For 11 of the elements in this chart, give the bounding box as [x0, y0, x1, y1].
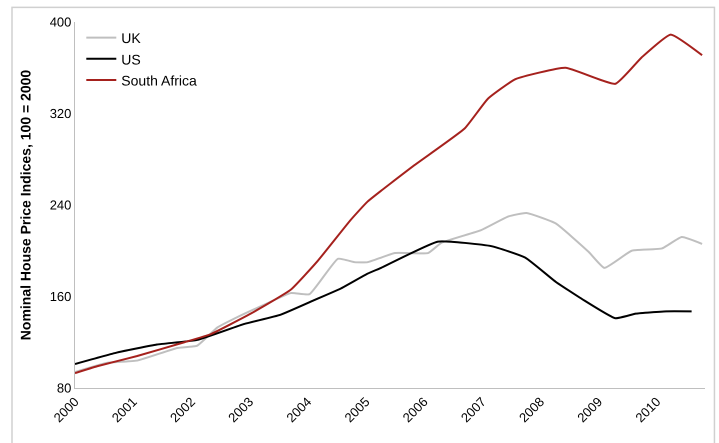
y-tick-label: 400 [50, 14, 72, 30]
y-axis-title: Nominal House Price Indices, 100 = 2000 [17, 70, 34, 340]
y-tick-label: 240 [50, 198, 72, 213]
line-series [75, 34, 704, 374]
y-tick-label: 80 [56, 380, 72, 396]
y-tick-label: 320 [50, 106, 72, 122]
legend-label: UK [121, 30, 142, 46]
legend-label: South Africa [121, 72, 198, 88]
line-series [75, 240, 693, 365]
y-tick-label: 160 [50, 289, 72, 304]
legend-label: US [121, 51, 141, 68]
